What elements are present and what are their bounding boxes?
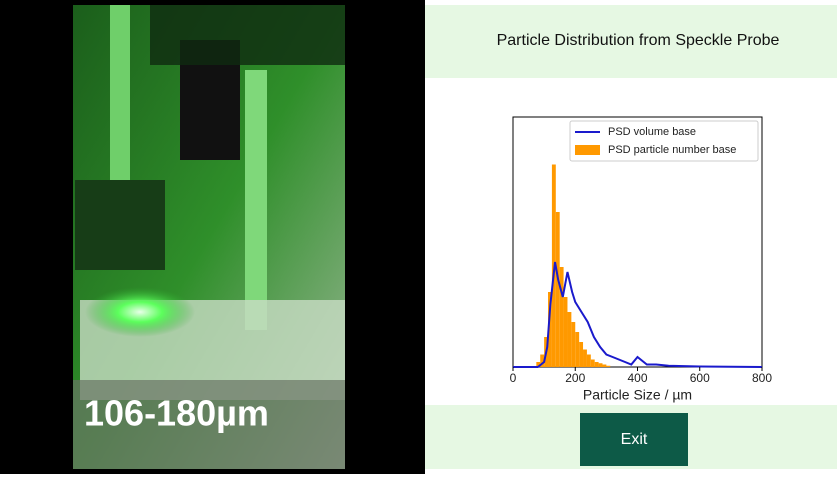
x-tick-label: 800 xyxy=(752,371,772,385)
legend-label: PSD particle number base xyxy=(608,144,736,156)
histogram-bar xyxy=(571,322,576,367)
histogram-bar xyxy=(540,354,545,367)
histogram-bar xyxy=(590,359,595,367)
histogram-bar xyxy=(559,267,564,367)
x-tick-label: 200 xyxy=(565,371,585,385)
legend xyxy=(569,120,759,162)
header-band xyxy=(425,5,837,78)
exit-button-label[interactable]: Exit xyxy=(621,431,648,448)
histogram-bar xyxy=(567,312,572,367)
histogram-bar xyxy=(536,362,541,367)
histogram-bar xyxy=(579,342,584,367)
histogram-bar xyxy=(598,363,603,367)
histogram-bar xyxy=(602,364,607,367)
histogram-bar xyxy=(575,332,580,367)
legend-swatch xyxy=(575,145,600,155)
x-tick-label: 0 xyxy=(510,371,517,385)
video-frame xyxy=(73,5,345,469)
exit-button[interactable] xyxy=(580,413,688,466)
x-tick-label: 600 xyxy=(690,371,710,385)
legend-label: PSD volume base xyxy=(608,126,696,138)
x-axis-label: Particle Size / µm xyxy=(583,387,692,403)
x-tick-label: 400 xyxy=(627,371,647,385)
histogram-bar xyxy=(594,362,599,367)
histogram-bar xyxy=(555,212,560,367)
caption: 106-180µm xyxy=(84,393,269,434)
histogram-bar xyxy=(606,365,611,367)
histogram-bar xyxy=(563,297,568,367)
line xyxy=(513,261,763,368)
chart: 0 200 400 600 800 Particle Size / µm PSD volum… xyxy=(510,116,772,403)
panel-title: Particle Distribution from Speckle Probe xyxy=(497,32,780,49)
histogram-bar xyxy=(586,354,591,367)
histogram-bar xyxy=(548,292,552,367)
histogram-bar xyxy=(583,349,587,367)
